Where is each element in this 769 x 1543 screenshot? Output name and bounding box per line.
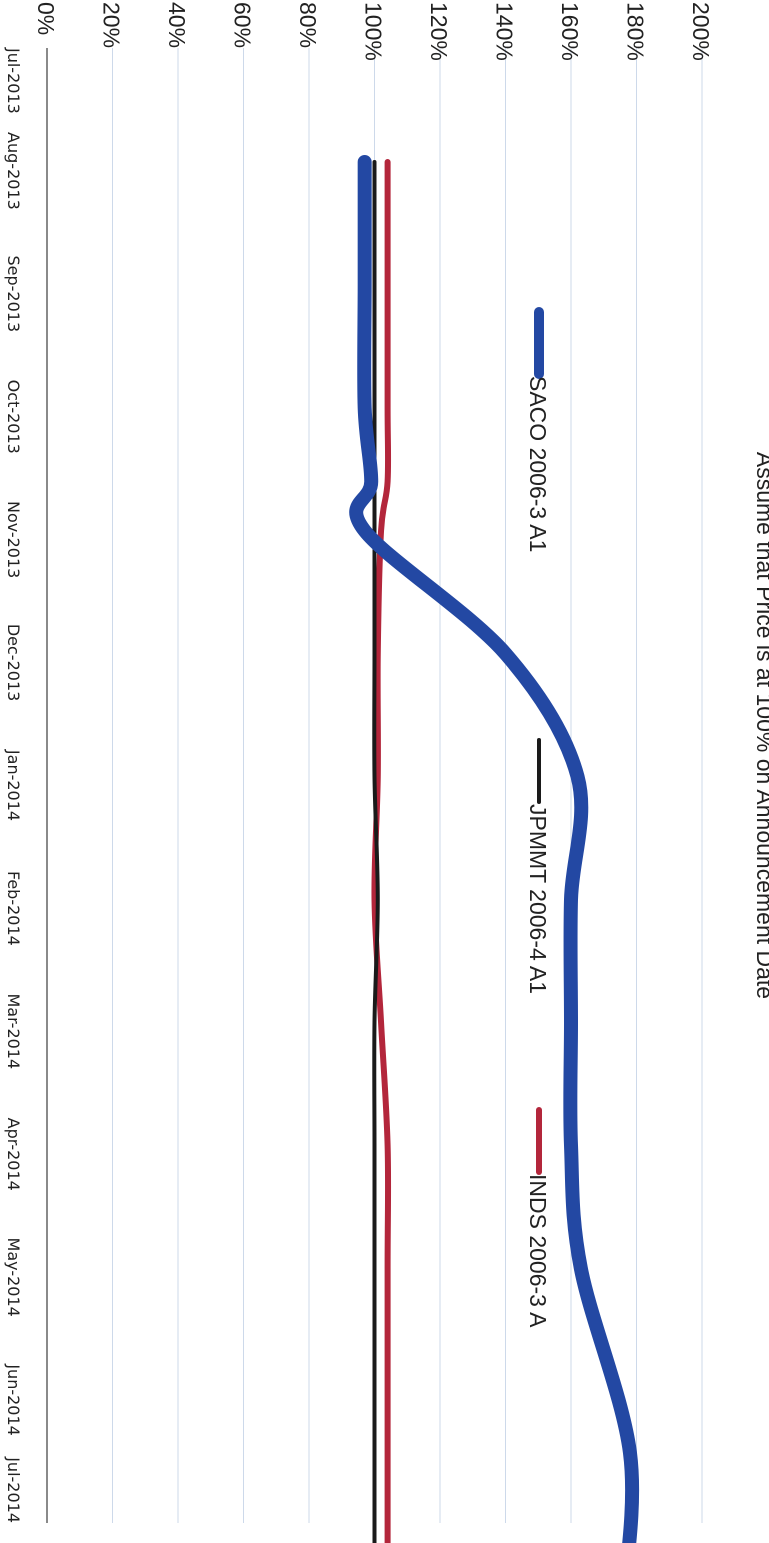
x-tick-label: May-2014 [4, 1238, 23, 1317]
x-tick-label: Apr-2014 [4, 1118, 23, 1191]
legend-label: JPMMT 2006-4 A1 [525, 804, 551, 994]
y-tick-label: 180% [623, 2, 649, 61]
y-tick-label: 100% [361, 2, 387, 61]
x-tick-label: Jun-2014 [4, 1363, 23, 1436]
series-lines [349, 155, 640, 1543]
x-tick-label: Aug-2013 [4, 132, 23, 210]
x-tick-label: Sep-2013 [4, 256, 23, 333]
series-line-1 [349, 155, 640, 1543]
series-line-3 [371, 159, 392, 1543]
y-tick-labels: 0% 20% 40% 60% 80% 100% 120% 140% 160% 180% 200% [33, 2, 714, 61]
y-tick-label: 0% [33, 2, 59, 35]
x-tick-label: Nov-2013 [4, 501, 23, 578]
x-tick-label: Feb-2014 [4, 871, 23, 946]
x-tick-label: Oct-2013 [4, 380, 23, 454]
y-tick-label: 140% [492, 2, 518, 61]
x-tick-label: Jul-2014 [4, 1456, 23, 1523]
y-tick-label: 120% [426, 2, 452, 61]
x-tick-label: Jan-2014 [4, 749, 23, 821]
chart-title: Assume that Price is at 100% on Announce… [752, 452, 769, 999]
y-tick-label: 40% [164, 2, 190, 48]
y-tick-label: 160% [557, 2, 583, 61]
x-tick-label: Mar-2014 [4, 994, 23, 1070]
x-tick-label: Dec-2013 [4, 624, 23, 701]
legend-label: INDS 2006-3 A [525, 1174, 551, 1328]
x-tick-label: Jul-2013 [4, 47, 23, 114]
legend-label: SACO 2006-3 A1 [525, 376, 551, 552]
y-tick-label: 200% [688, 2, 714, 61]
legend: SACO 2006-3 A1 JPMMT 2006-4 A1 INDS 2006-3… [525, 307, 551, 1328]
series-line-2 [372, 160, 380, 1543]
y-tick-label: 60% [230, 2, 256, 48]
y-tick-label: 80% [295, 2, 321, 48]
y-tick-label: 20% [99, 2, 125, 48]
x-tick-labels: Jul-2013 Aug-2013 Sep-2013 Oct-2013 Nov-2013… [4, 47, 23, 1523]
